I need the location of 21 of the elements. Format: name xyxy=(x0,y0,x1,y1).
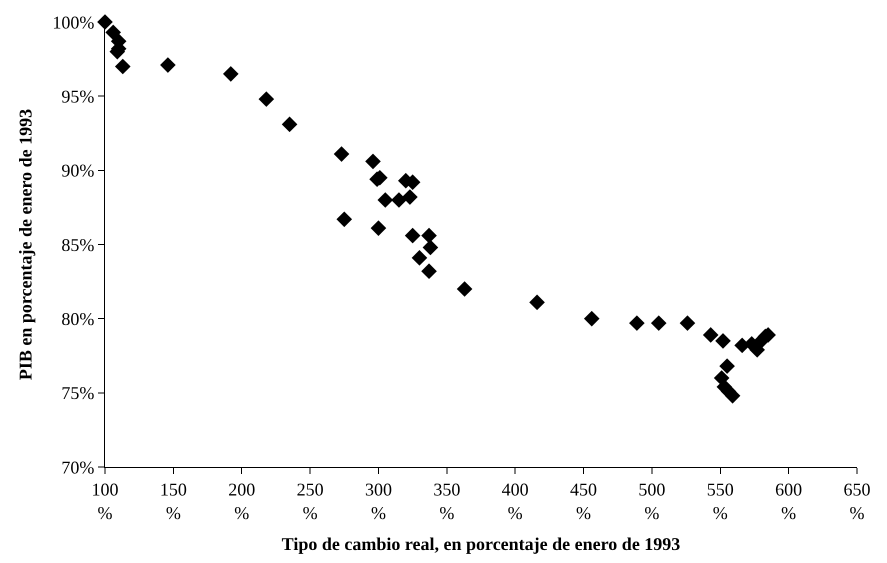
y-tick-label: 90% xyxy=(61,160,94,181)
x-tick-label: 300 % xyxy=(364,480,392,523)
y-tick-label: 80% xyxy=(61,308,94,329)
y-tick-label: 100% xyxy=(52,12,94,32)
y-axis-title: PIB en porcentaje de enero de 1993 xyxy=(16,108,36,380)
x-tick-label: 650 % xyxy=(844,480,870,523)
x-tick-label: 100 % xyxy=(92,480,118,523)
x-tick-label: 200 % xyxy=(228,480,256,523)
y-tick-label: 85% xyxy=(61,234,94,255)
x-tick-label: 500 % xyxy=(638,480,666,523)
y-tick-label: 70% xyxy=(61,457,94,478)
x-tick-label: 400 % xyxy=(502,480,529,523)
x-tick-label: 350 % xyxy=(433,480,460,523)
x-tick-label: 600 % xyxy=(775,480,802,523)
x-tick-label: 250 % xyxy=(296,480,324,523)
y-tick-label: 75% xyxy=(61,383,94,404)
x-tick-label: 150 % xyxy=(160,480,187,523)
x-tick-label: 450 % xyxy=(570,480,598,523)
y-tick-label: 95% xyxy=(61,86,94,106)
x-tick-label: 550 % xyxy=(706,480,734,523)
x-axis-title: Tipo de cambio real, en porcentaje de enero de 1993 xyxy=(282,534,680,554)
